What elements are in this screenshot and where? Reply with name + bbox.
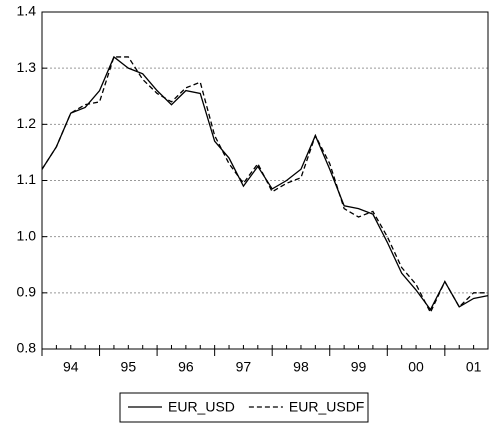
x-tick-label: 01 <box>466 359 482 375</box>
x-tick-label: 99 <box>351 359 367 375</box>
legend-label: EUR_USD <box>168 399 235 415</box>
x-tick-label: 00 <box>408 359 424 375</box>
y-tick-label: 1.2 <box>17 115 37 131</box>
x-tick-label: 98 <box>293 359 309 375</box>
x-tick-label: 97 <box>236 359 252 375</box>
legend-label: EUR_USDF <box>289 399 364 415</box>
y-tick-label: 1.0 <box>17 227 37 243</box>
y-tick-label: 1.4 <box>17 3 37 19</box>
y-tick-label: 1.1 <box>17 171 37 187</box>
x-tick-label: 96 <box>178 359 194 375</box>
x-tick-label: 95 <box>121 359 137 375</box>
y-tick-label: 1.3 <box>17 59 37 75</box>
legend-box <box>119 392 369 423</box>
plot-frame <box>41 11 489 350</box>
series-line <box>41 55 489 311</box>
y-tick-label: 0.9 <box>17 284 37 300</box>
x-tick-label: 94 <box>63 359 79 375</box>
y-tick-label: 0.8 <box>17 340 37 356</box>
series-line <box>41 56 488 314</box>
